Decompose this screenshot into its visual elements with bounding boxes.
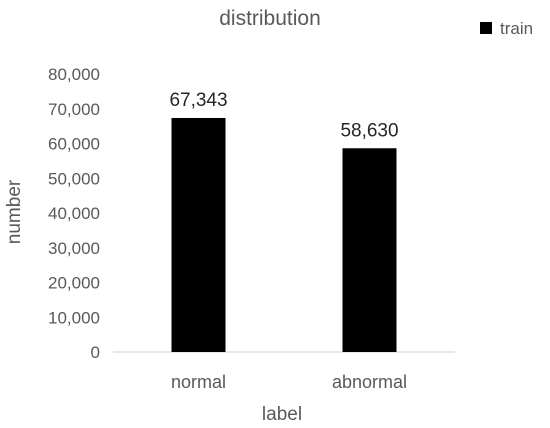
- y-axis-ticks: 0 10,000 20,000 30,000 40,000 50,000 60,000 70,…: [48, 65, 100, 362]
- legend-swatch-train: [480, 22, 492, 34]
- y-tick-label: 50,000: [48, 169, 100, 188]
- y-tick-label: 30,000: [48, 239, 100, 258]
- y-tick-label: 10,000: [48, 308, 100, 327]
- y-tick-label: 0: [91, 343, 100, 362]
- y-tick-label: 60,000: [48, 135, 100, 154]
- x-axis-ticks: normal abnormal: [171, 372, 407, 392]
- x-tick-label-normal: normal: [171, 372, 226, 392]
- y-tick-label: 40,000: [48, 204, 100, 223]
- legend-label-train: train: [500, 19, 533, 38]
- data-label-abnormal: 58,630: [340, 120, 398, 141]
- y-tick-label: 70,000: [48, 100, 100, 119]
- y-tick-label: 20,000: [48, 274, 100, 293]
- y-axis-label: number: [4, 179, 25, 244]
- x-axis-label: label: [262, 404, 302, 425]
- legend: train: [480, 19, 533, 38]
- bar-normal: [171, 117, 226, 352]
- data-label-normal: 67,343: [169, 90, 227, 111]
- x-tick-label-abnormal: abnormal: [332, 372, 407, 392]
- chart-title: distribution: [219, 7, 321, 30]
- data-labels: 67,343 58,630: [169, 90, 398, 141]
- y-tick-label: 80,000: [48, 65, 100, 84]
- bars: [171, 117, 397, 352]
- bar-abnormal: [342, 148, 397, 352]
